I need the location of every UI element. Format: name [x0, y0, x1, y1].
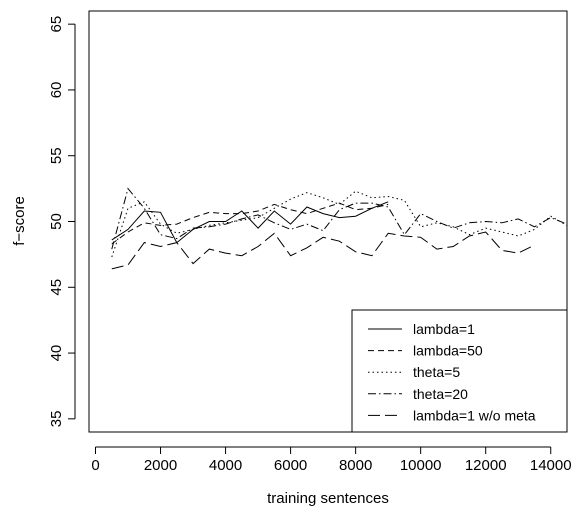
legend-box [351, 309, 568, 433]
plot-border [88, 10, 568, 433]
y-tick-label: 35 [48, 411, 65, 428]
y-tick-label: 40 [48, 345, 65, 362]
x-tick-label: 2000 [144, 457, 177, 474]
x-tick-label: 0 [91, 457, 99, 474]
x-axis: 0 2000 4000 6000 8000 10000 12000 14000 [91, 446, 572, 474]
series-line-0 [111, 201, 389, 244]
series-line-1 [111, 202, 389, 245]
y-tick-label: 50 [48, 213, 65, 230]
y-tick-label: 55 [48, 147, 65, 164]
x-tick-label: 8000 [339, 457, 372, 474]
legend-label: lambda=1 [413, 321, 475, 337]
series-layer [111, 187, 568, 270]
series-line-3 [111, 187, 568, 250]
y-axis: 35 40 45 50 55 60 65 [48, 16, 76, 428]
legend-label: theta=20 [413, 386, 468, 402]
y-tick-label: 45 [48, 279, 65, 296]
x-tick-label: 12000 [465, 457, 507, 474]
x-tick-label: 6000 [274, 457, 307, 474]
x-axis-label: training sentences [267, 490, 389, 507]
x-tick-label: 14000 [530, 457, 572, 474]
y-tick-label: 65 [48, 16, 65, 33]
series-line-2 [111, 190, 568, 258]
y-tick-label: 60 [48, 82, 65, 99]
x-tick-label: 10000 [400, 457, 442, 474]
x-tick-label: 4000 [209, 457, 242, 474]
legend-label: lambda=50 [413, 343, 483, 359]
legend-label: lambda=1 w/o meta [413, 407, 536, 423]
y-axis-label: f−score [11, 196, 28, 246]
legend: lambda=1 lambda=50 theta=5 theta=20 lambda=1… [351, 309, 568, 433]
series-line-4 [111, 231, 535, 270]
legend-label: theta=5 [413, 364, 460, 380]
